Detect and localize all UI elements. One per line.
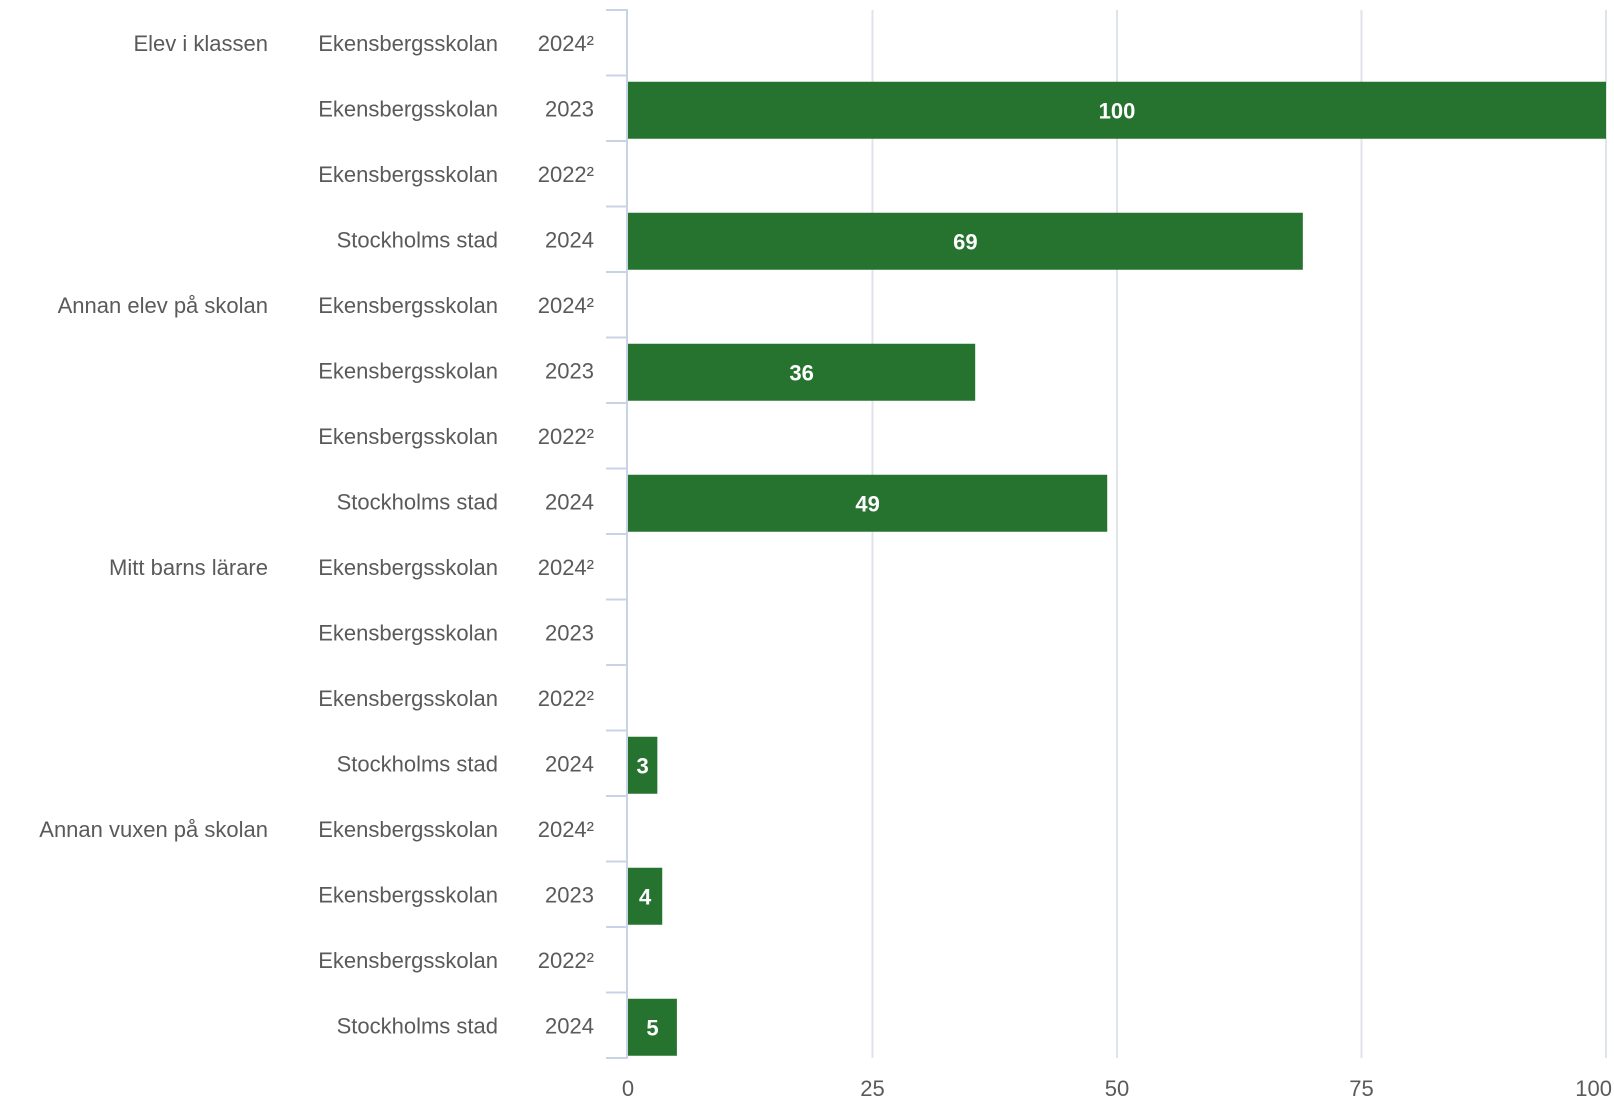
unit-label: Ekensbergsskolan [318, 948, 498, 973]
unit-label: Ekensbergsskolan [318, 31, 498, 56]
gridlines [871, 10, 1607, 1058]
data-label: 4 [639, 884, 652, 909]
category-labels: Elev i klassen Ekensbergsskolan 2024² Ekens… [39, 31, 594, 1039]
group-label: Annan elev på skolan [58, 293, 268, 318]
year-label: 2022² [538, 162, 594, 187]
bar [628, 474, 1108, 532]
unit-label: Stockholms stad [337, 489, 498, 514]
unit-label: Ekensbergsskolan [318, 686, 498, 711]
unit-label: Ekensbergsskolan [318, 817, 498, 842]
data-label: 100 [1099, 98, 1136, 123]
data-label: 5 [646, 1015, 658, 1040]
year-label: 2024² [538, 31, 594, 56]
year-label: 2022² [538, 686, 594, 711]
bar [628, 736, 658, 794]
bar [628, 867, 663, 925]
year-label: 2023 [545, 620, 594, 645]
unit-label: Stockholms stad [337, 1013, 498, 1038]
category-axis [606, 9, 628, 1059]
data-label: 69 [953, 229, 977, 254]
year-label: 2024 [545, 489, 594, 514]
unit-label: Ekensbergsskolan [318, 293, 498, 318]
year-label: 2024 [545, 751, 594, 776]
group-label: Annan vuxen på skolan [39, 817, 268, 842]
bar [628, 81, 1606, 139]
bars: 100 69 36 49 3 4 5 [628, 81, 1606, 1056]
year-label: 2024² [538, 817, 594, 842]
group-label: Elev i klassen [133, 31, 268, 56]
data-label: 36 [789, 360, 813, 385]
year-label: 2024 [545, 1013, 594, 1038]
year-label: 2024² [538, 555, 594, 580]
tick-label: 0 [622, 1076, 634, 1101]
year-label: 2024² [538, 293, 594, 318]
bar [628, 998, 677, 1056]
tick-label: 75 [1349, 1076, 1373, 1101]
data-label: 3 [637, 753, 649, 778]
group-label: Mitt barns lärare [109, 555, 268, 580]
unit-label: Ekensbergsskolan [318, 424, 498, 449]
bar [628, 343, 976, 401]
tick-label: 25 [860, 1076, 884, 1101]
year-label: 2023 [545, 96, 594, 121]
tick-label: 50 [1105, 1076, 1129, 1101]
unit-label: Ekensbergsskolan [318, 96, 498, 121]
year-label: 2022² [538, 948, 594, 973]
unit-label: Ekensbergsskolan [318, 162, 498, 187]
unit-label: Stockholms stad [337, 227, 498, 252]
unit-label: Ekensbergsskolan [318, 358, 498, 383]
unit-label: Ekensbergsskolan [318, 555, 498, 580]
tick-label: 100 [1575, 1076, 1612, 1101]
value-axis-ticks: 0 25 50 75 100 [622, 1076, 1612, 1101]
year-label: 2023 [545, 882, 594, 907]
data-label: 49 [855, 491, 879, 516]
unit-label: Ekensbergsskolan [318, 882, 498, 907]
bar [628, 212, 1303, 270]
unit-label: Stockholms stad [337, 751, 498, 776]
year-label: 2024 [545, 227, 594, 252]
year-label: 2023 [545, 358, 594, 383]
unit-label: Ekensbergsskolan [318, 620, 498, 645]
year-label: 2022² [538, 424, 594, 449]
